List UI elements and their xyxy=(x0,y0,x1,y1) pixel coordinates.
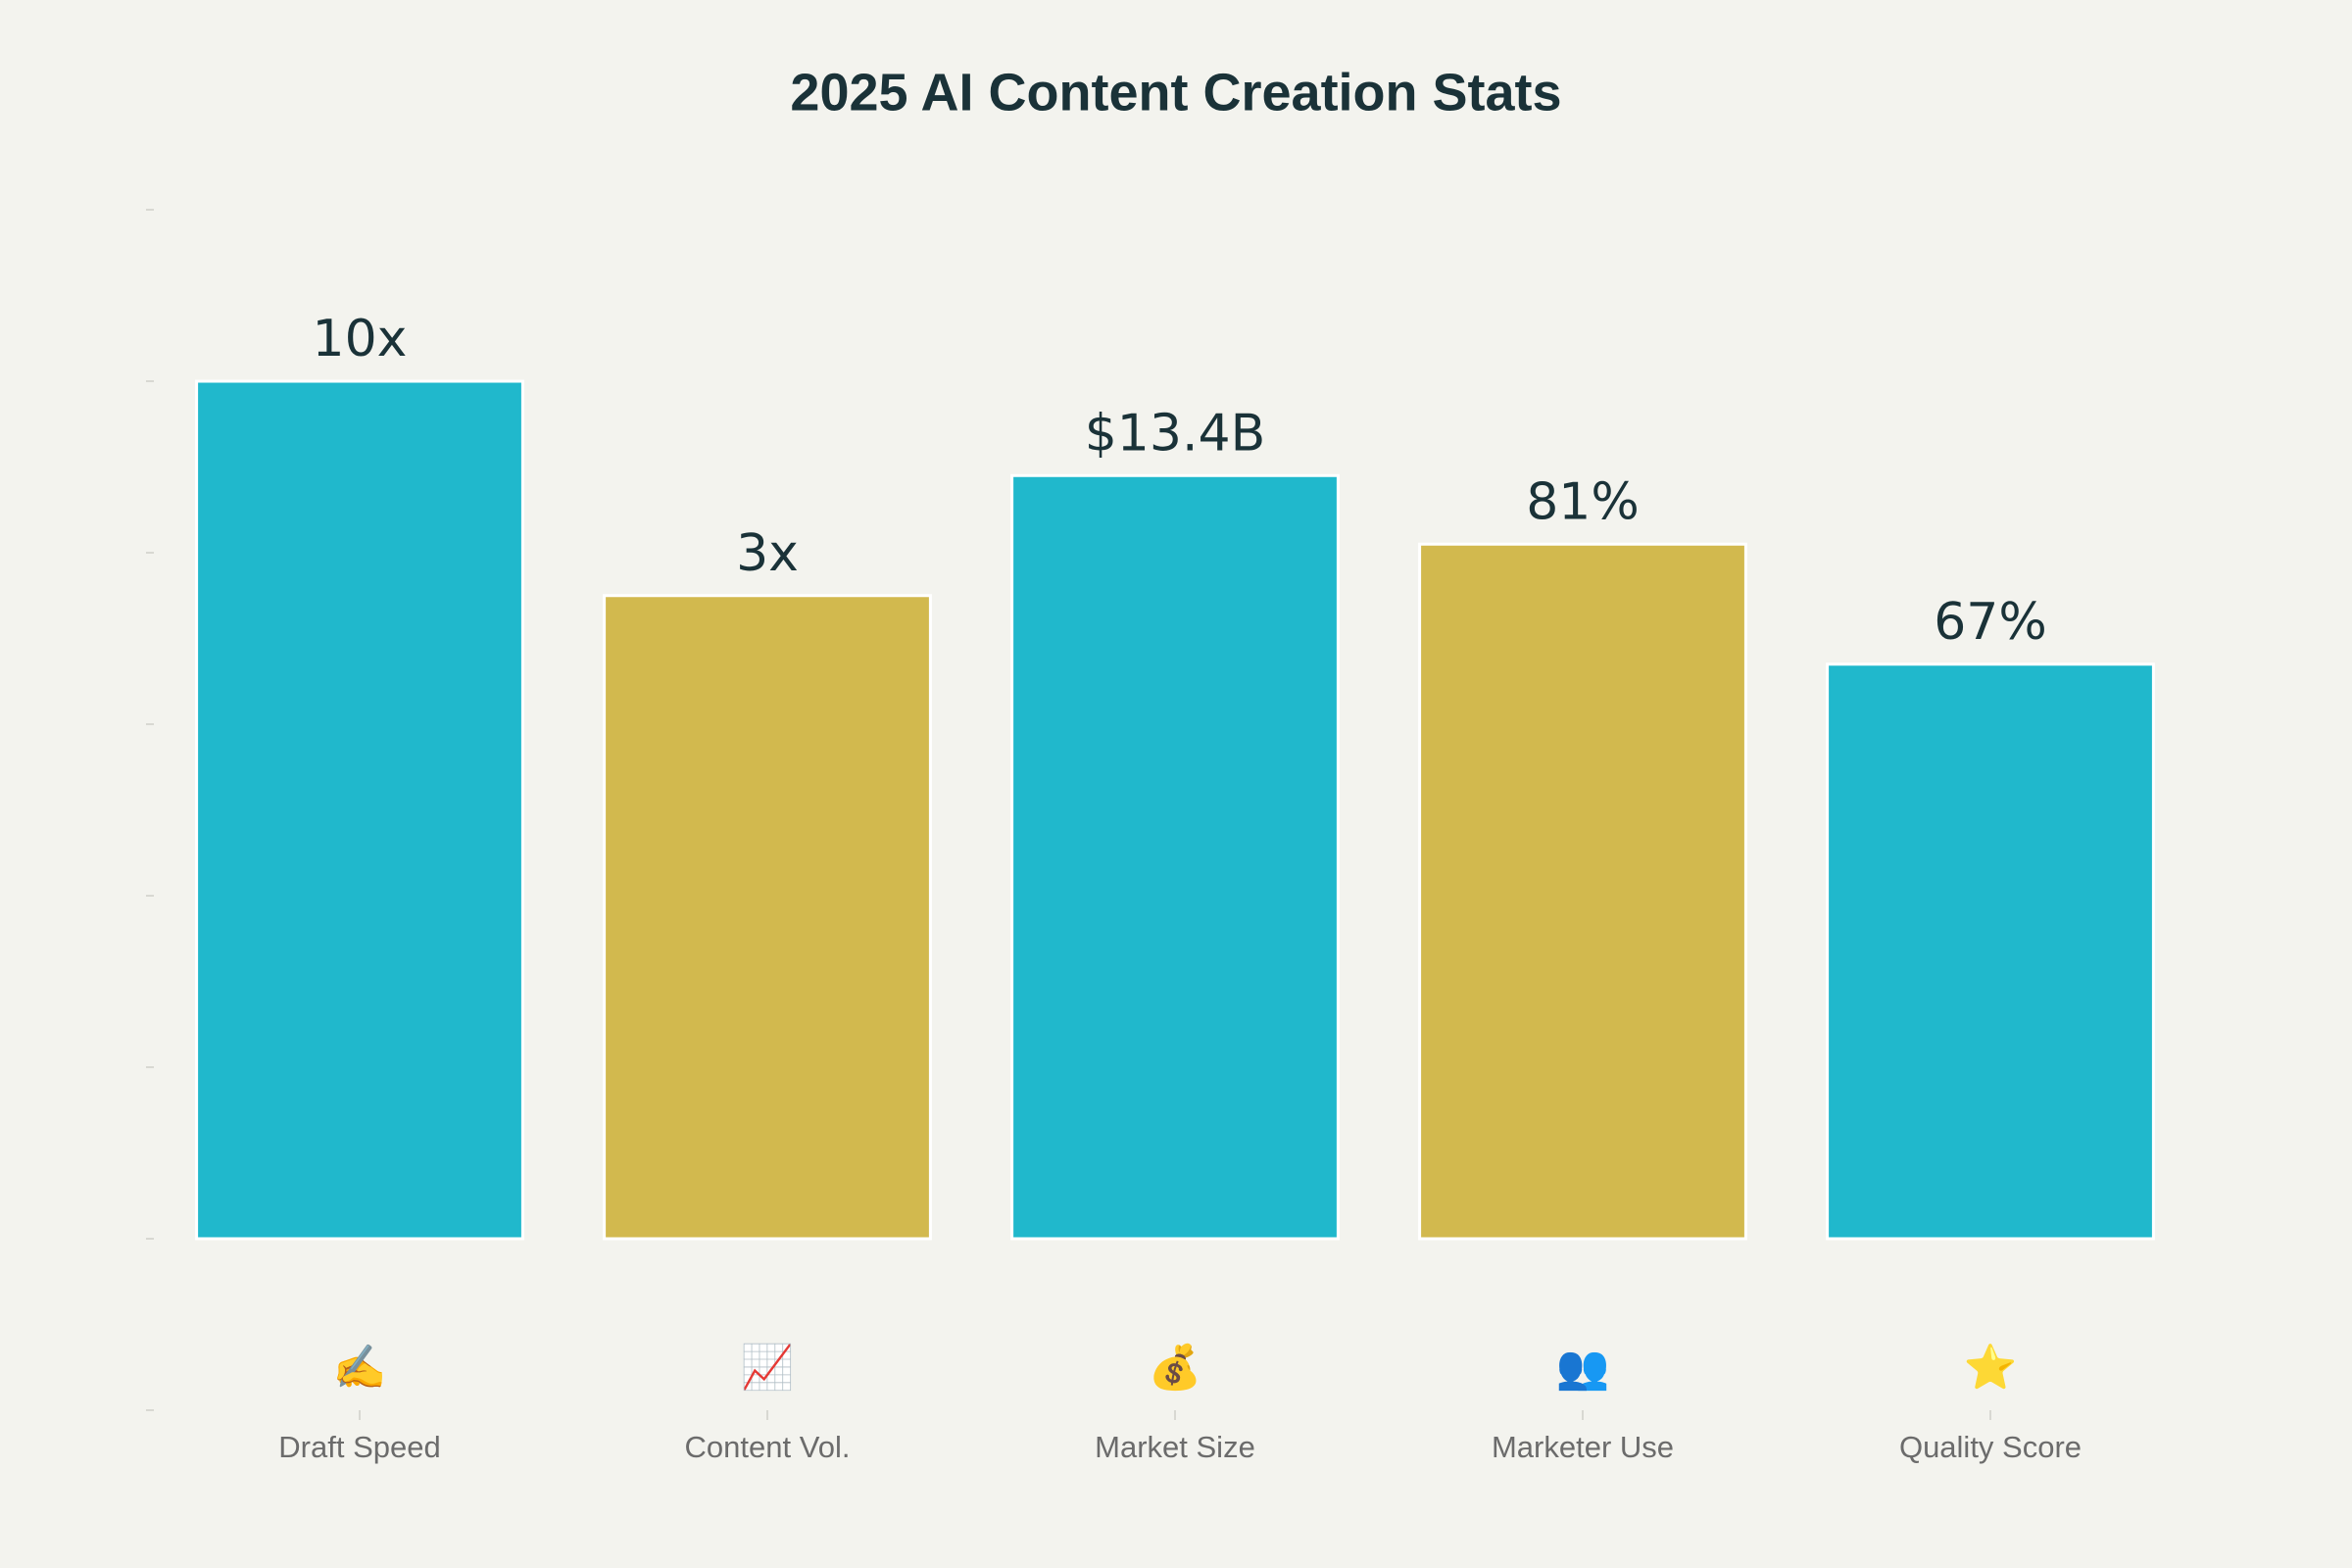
category-icon: 💰 xyxy=(1149,1343,1202,1393)
bar-annotation: 67% xyxy=(1934,593,2047,652)
x-tick-label: Marketer Use xyxy=(1492,1430,1674,1464)
x-tick-label: Quality Score xyxy=(1899,1430,2082,1464)
bar xyxy=(603,594,932,1241)
category-icon: 👥 xyxy=(1556,1343,1610,1393)
category-icon: ⭐ xyxy=(1964,1343,2018,1393)
x-tick-label: Draft Speed xyxy=(278,1430,440,1464)
bar-annotation: 3x xyxy=(736,524,799,583)
bar xyxy=(1010,473,1340,1241)
bar-annotation: $13.4B xyxy=(1085,404,1266,463)
category-icon: ✍️ xyxy=(333,1343,387,1393)
chart-title: 2025 AI Content Creation Stats xyxy=(790,63,1561,122)
x-tick-label: Content Vol. xyxy=(685,1430,851,1464)
category-icon: 📈 xyxy=(741,1343,795,1393)
bar xyxy=(1418,542,1747,1241)
x-tick-label: Market Size xyxy=(1095,1430,1255,1464)
bar xyxy=(1826,662,2155,1241)
bar xyxy=(195,379,524,1241)
bar-annotation: 10x xyxy=(313,310,408,368)
bar-annotation: 81% xyxy=(1526,472,1640,531)
